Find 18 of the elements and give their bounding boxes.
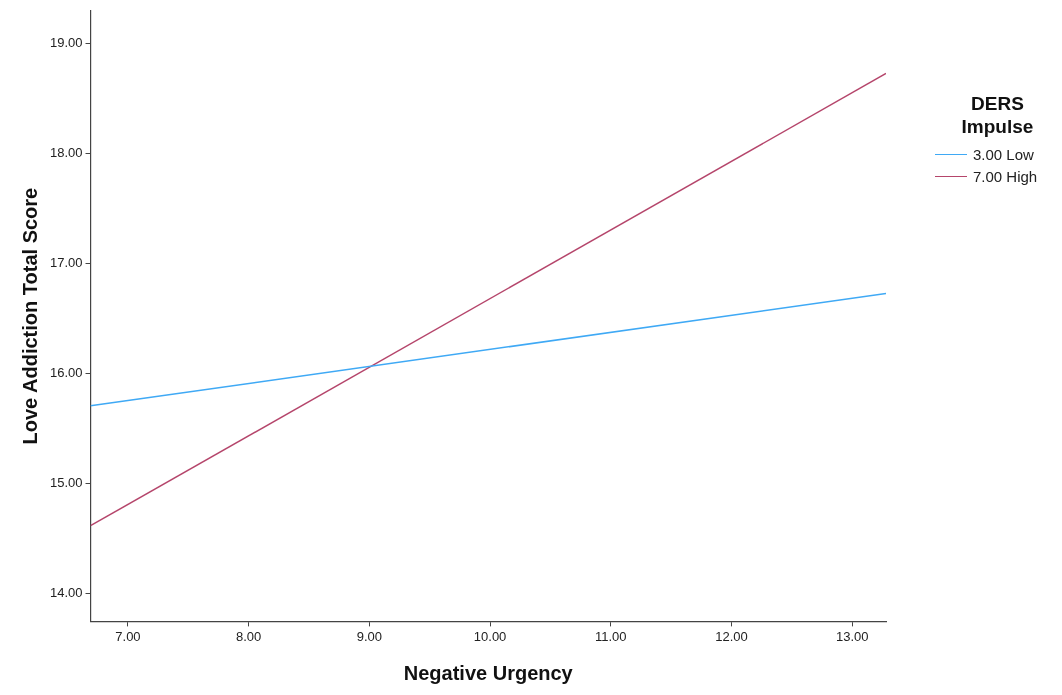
x-tick-label: 9.00 bbox=[356, 628, 383, 644]
legend-label: 3.00 Low bbox=[973, 146, 1034, 163]
x-tick-label: 10.00 bbox=[473, 628, 507, 644]
legend-label: 7.00 High bbox=[973, 168, 1038, 185]
x-tick-label: 13.00 bbox=[835, 628, 869, 644]
x-tick-label: 8.00 bbox=[236, 628, 262, 644]
y-axis-title: Love Addiction Total Score bbox=[18, 187, 41, 445]
x-tick-label: 11.00 bbox=[595, 628, 627, 644]
y-tick-label: 17.00 bbox=[49, 255, 83, 271]
y-tick-label: 15.00 bbox=[49, 475, 83, 491]
legend-title: DERS Impulse bbox=[960, 92, 1035, 138]
y-tick-label: 19.00 bbox=[49, 35, 83, 51]
y-tick-label: 16.00 bbox=[49, 365, 83, 381]
x-axis-title: Negative Urgency bbox=[403, 661, 574, 684]
x-tick-label: 12.00 bbox=[715, 628, 748, 644]
x-tick-label: 7.00 bbox=[115, 628, 141, 644]
y-tick-label: 14.00 bbox=[49, 585, 83, 601]
y-tick-label: 18.00 bbox=[49, 145, 83, 161]
